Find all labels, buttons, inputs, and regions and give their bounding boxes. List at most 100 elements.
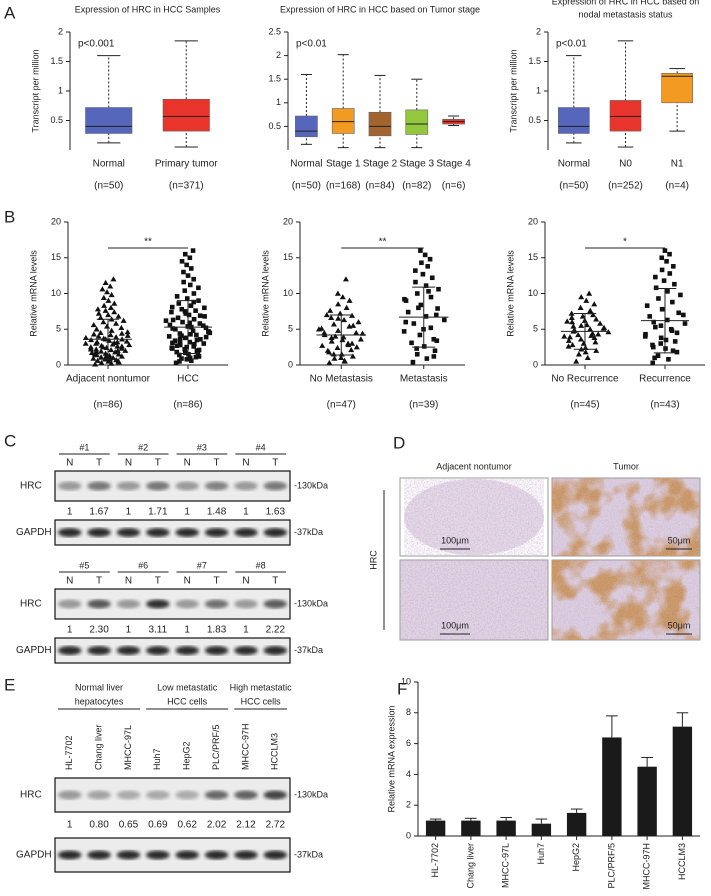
chart-title: Expression of HRC in HCC Samples — [75, 4, 221, 14]
x-tick-label: PLC/PRF/5 — [606, 843, 616, 889]
significance-label: ** — [144, 237, 152, 248]
size-label: -37kDa — [294, 645, 323, 655]
data-point — [357, 336, 364, 342]
data-point — [429, 275, 435, 281]
y-axis-label: Relative mRNA expression — [386, 705, 396, 812]
hrc-band — [204, 481, 229, 491]
data-point — [569, 341, 576, 348]
lane-label: HL-7702 — [64, 735, 74, 770]
hrc-band — [57, 481, 82, 491]
band-label: HRC — [20, 481, 42, 492]
gapdh-band — [234, 850, 258, 860]
gapdh-band — [175, 646, 199, 655]
y-tick-label: 2 — [276, 50, 281, 60]
data-point — [120, 317, 127, 323]
lane-label: PLC/PRF/5 — [211, 724, 221, 770]
data-point — [194, 332, 199, 338]
group-label: hepatocytes — [75, 696, 124, 706]
y-axis-label: Transcript per million — [30, 49, 40, 132]
lane-label: Chang liver — [93, 724, 103, 770]
y-tick-label: 2 — [406, 800, 411, 810]
y-tick-label: 0.5 — [528, 115, 541, 125]
size-label: -130kDa — [294, 480, 328, 490]
data-point — [107, 304, 114, 310]
data-point — [652, 355, 657, 361]
x-tick-label: N1 — [671, 159, 684, 170]
data-point — [349, 340, 356, 346]
scale-bar-label: 100μm — [441, 535, 469, 545]
data-point — [405, 309, 411, 315]
data-point — [650, 344, 656, 350]
data-point — [108, 327, 115, 333]
data-point — [328, 338, 335, 344]
data-point — [413, 268, 418, 273]
bar — [566, 812, 587, 836]
data-point — [656, 296, 661, 301]
lane-label: N — [125, 576, 132, 587]
data-point — [564, 318, 571, 324]
hrc-band — [116, 481, 141, 491]
data-point — [659, 306, 665, 312]
data-point — [187, 339, 193, 345]
data-point — [569, 319, 576, 325]
data-point — [206, 329, 211, 334]
data-point — [331, 355, 338, 361]
data-point — [326, 359, 333, 366]
data-point — [193, 354, 199, 360]
x-tick-label: Adjacent nontumor — [66, 374, 151, 385]
count-label: (n=43) — [650, 400, 679, 411]
chart-subtitle: nodal metastasis status — [578, 9, 673, 19]
data-point — [95, 333, 102, 339]
sample-label: #7 — [197, 560, 207, 570]
ratio-label: 1.67 — [89, 507, 109, 518]
data-point — [101, 302, 108, 308]
data-point — [187, 355, 193, 361]
y-tick-label: 2.5 — [268, 26, 281, 36]
gapdh-band — [116, 850, 141, 860]
data-point — [593, 316, 600, 322]
ratio-label: 1 — [67, 507, 73, 518]
data-point — [82, 340, 89, 346]
data-point — [197, 321, 203, 326]
gapdh-band — [263, 528, 288, 537]
column-label: Adjacent nontumor — [436, 461, 512, 471]
data-point — [593, 347, 600, 353]
data-point — [113, 334, 120, 340]
data-point — [107, 331, 114, 338]
data-point — [335, 315, 342, 321]
data-point — [566, 334, 573, 340]
data-point — [341, 316, 348, 323]
data-point — [97, 329, 104, 336]
gapdh-band — [263, 850, 288, 860]
data-point — [359, 330, 366, 336]
data-point — [94, 339, 101, 345]
hrc-band — [263, 481, 288, 491]
hrc-band — [175, 599, 199, 609]
data-point — [118, 330, 125, 336]
ratio-label: 1 — [184, 507, 190, 518]
y-tick-label: 5 — [533, 324, 538, 334]
y-tick-label: 5 — [56, 324, 61, 334]
data-point — [177, 342, 183, 348]
y-tick-label: 8 — [406, 707, 411, 717]
data-point — [410, 359, 416, 365]
annotation: p<0.001 — [78, 39, 115, 50]
hrc-band — [116, 599, 141, 609]
data-point — [190, 248, 196, 253]
row-label: HRC — [368, 550, 378, 570]
data-point — [191, 316, 197, 322]
data-point — [203, 325, 209, 331]
data-point — [653, 324, 658, 330]
group-label: HCC cells — [241, 696, 282, 706]
data-point — [658, 335, 664, 341]
data-point — [87, 346, 94, 352]
data-point — [169, 309, 174, 315]
data-point — [665, 289, 670, 294]
x-tick-label: Stage 4 — [436, 159, 471, 170]
chart-title: Expression of HRC in HCC based on — [552, 0, 700, 6]
y-tick-label: 0 — [288, 359, 293, 369]
x-tick-label: Primary tumor — [155, 159, 218, 170]
data-point — [190, 328, 196, 333]
data-point — [403, 319, 409, 325]
